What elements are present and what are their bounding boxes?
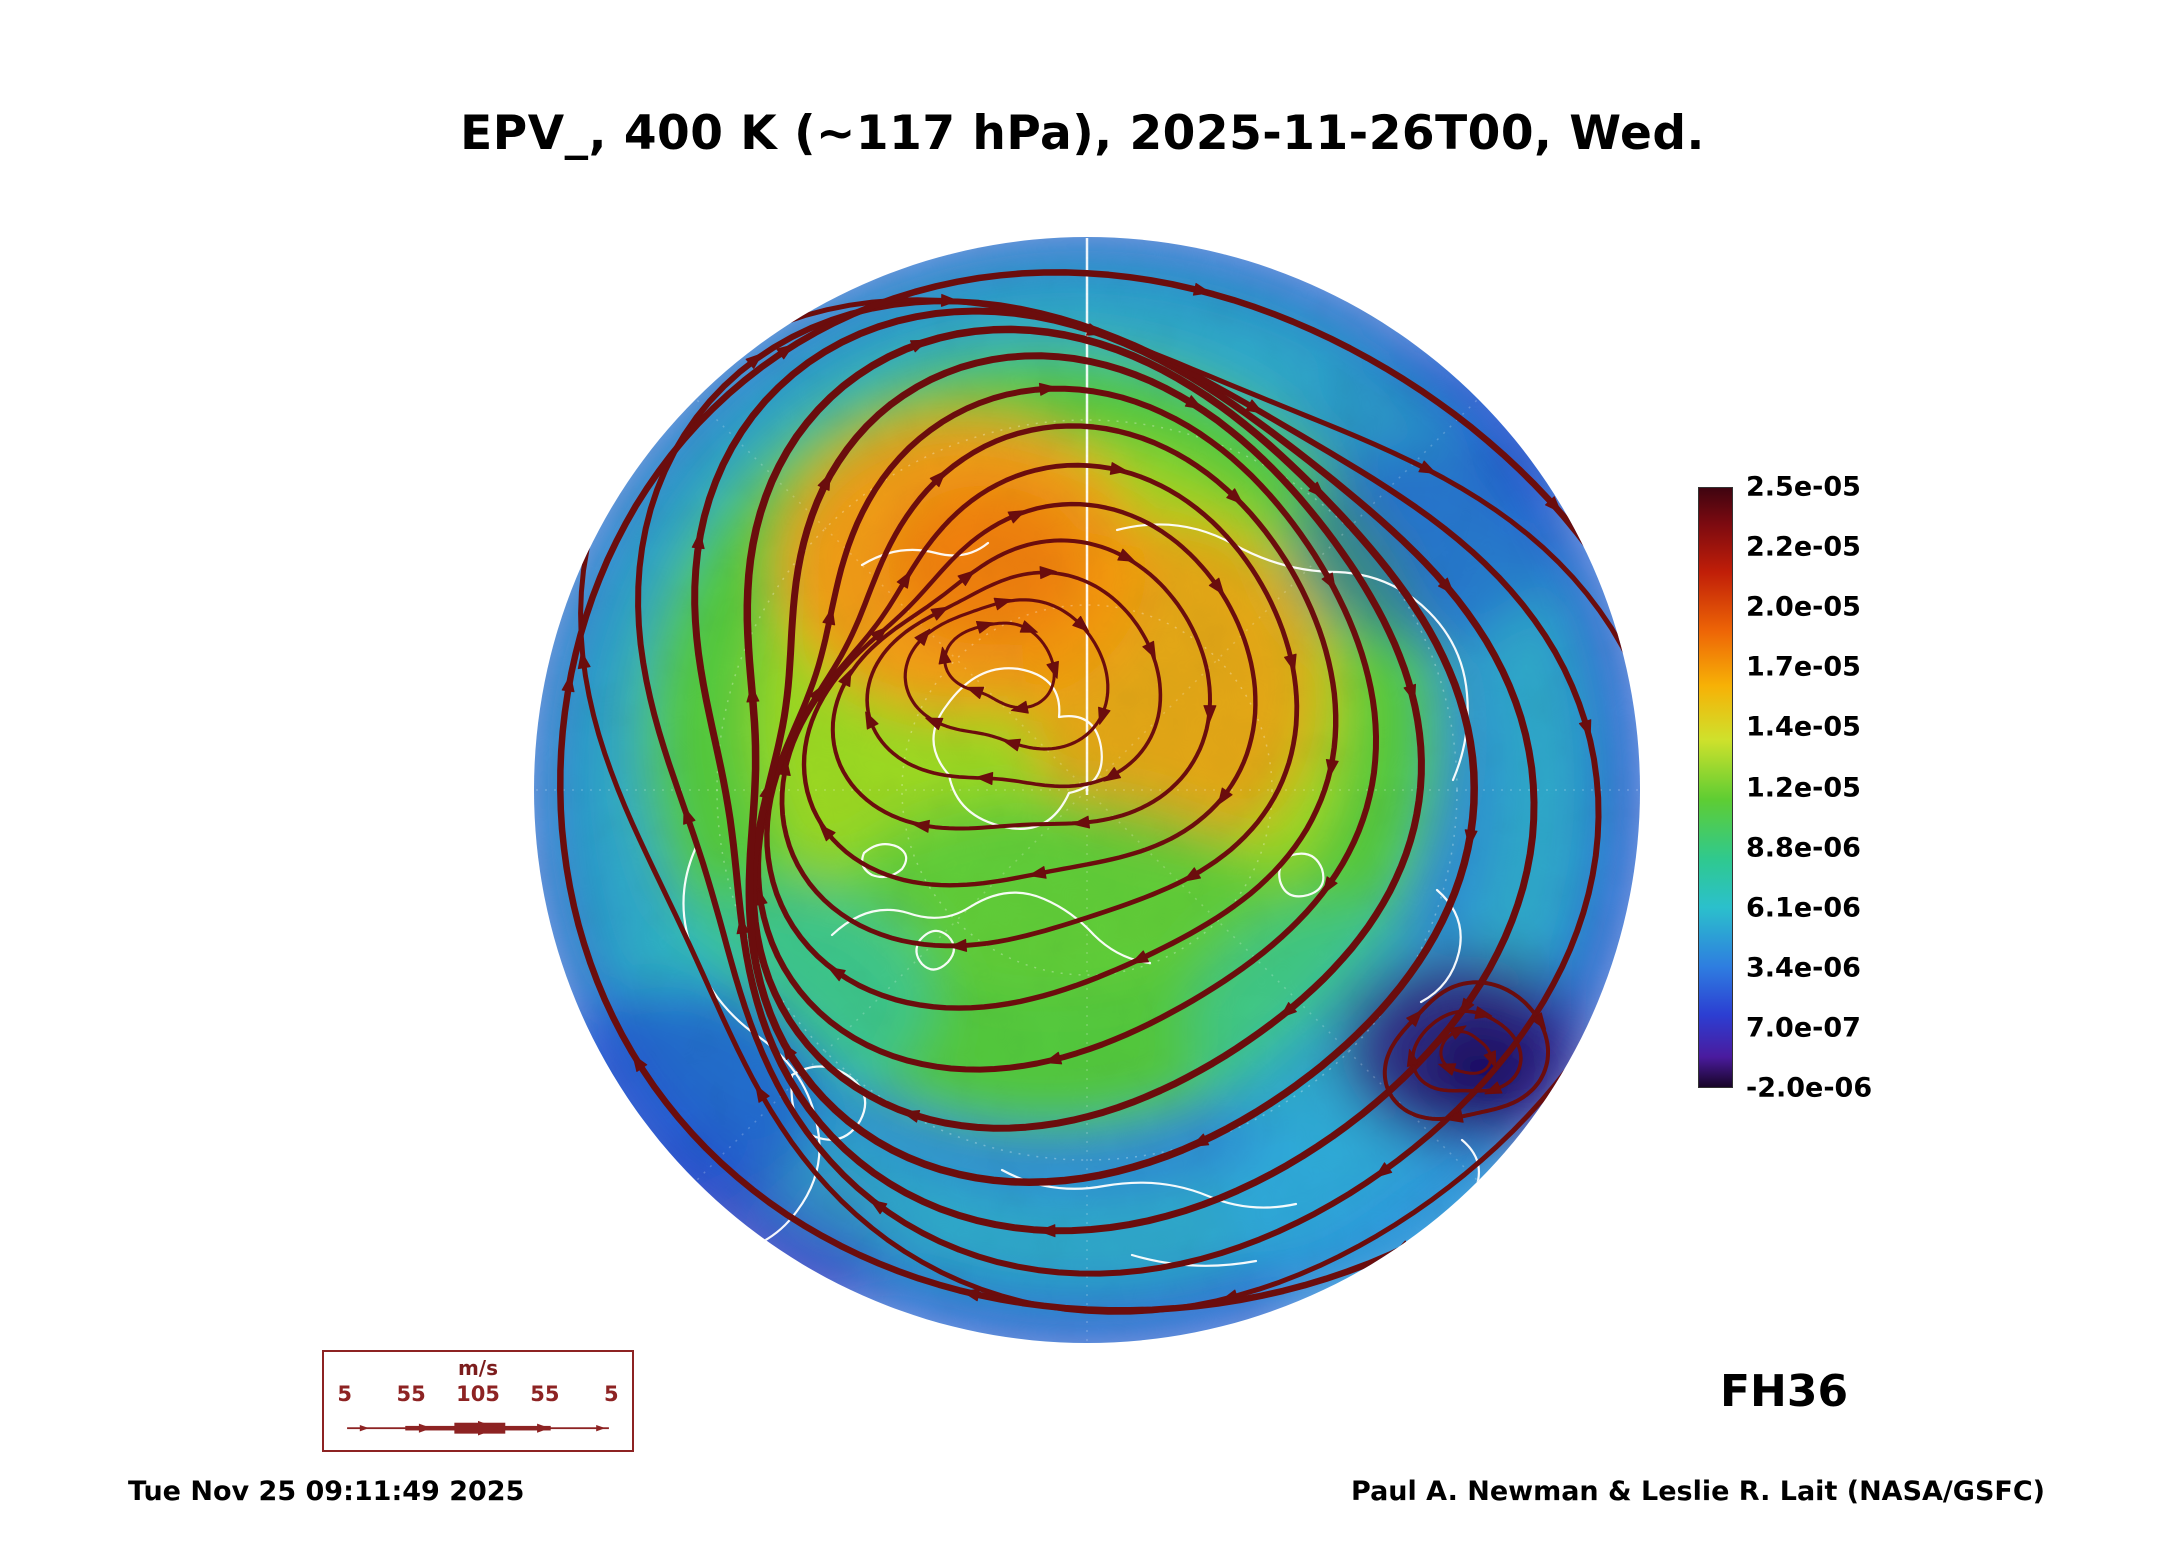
wind-legend-tick: 55 (530, 1382, 560, 1406)
wind-speed-arrow-glyph (347, 1420, 609, 1436)
colorbar-tick-label: 2.2e-05 (1746, 531, 1861, 563)
wind-legend-tick: 5 (337, 1382, 352, 1406)
colorbar-strip (1698, 487, 1733, 1088)
forecast-hour-label: FH36 (1720, 1366, 1849, 1417)
colorbar-tick-label: 3.4e-06 (1746, 952, 1861, 984)
colorbar: 2.5e-05 2.2e-05 2.0e-05 1.7e-05 1.4e-05 1.2e-… (1698, 472, 2118, 1104)
colorbar-tick-label: 1.2e-05 (1746, 772, 1861, 803)
page-title: EPV_, 400 K (~117 hPa), 2025-11-26T00, W… (460, 106, 1705, 161)
colorbar-tick-label: 2.0e-05 (1746, 591, 1861, 623)
colorbar-tick-label: 2.5e-05 (1746, 471, 1861, 503)
wind-legend-tick: 5 (604, 1382, 619, 1406)
wind-legend-units: m/s (457, 1356, 499, 1380)
wind-legend-values: 5 55 105 55 5 (324, 1382, 632, 1408)
wind-legend-tick: 55 (396, 1382, 426, 1406)
polar-stereographic-map (534, 237, 1640, 1343)
creation-timestamp: Tue Nov 25 09:11:49 2025 (128, 1476, 525, 1507)
colorbar-tick-label: 8.8e-06 (1746, 832, 1861, 864)
colorbar-tick-label: -2.0e-06 (1746, 1072, 1873, 1104)
wind-speed-legend: m/s 5 55 105 55 5 (322, 1350, 634, 1452)
credit-text: Paul A. Newman & Leslie R. Lait (NASA/GS… (1351, 1476, 2045, 1507)
colorbar-labels: 2.5e-05 2.2e-05 2.0e-05 1.7e-05 1.4e-05 1.2e-… (1746, 472, 2106, 1104)
colorbar-tick-label: 6.1e-06 (1746, 892, 1861, 924)
colorbar-tick-label: 7.0e-07 (1746, 1012, 1861, 1044)
streamlines (557, 269, 1640, 1315)
colorbar-tick-label: 1.4e-05 (1746, 711, 1861, 743)
wind-legend-tick: 105 (456, 1382, 500, 1406)
colorbar-tick-label: 1.7e-05 (1746, 651, 1861, 683)
